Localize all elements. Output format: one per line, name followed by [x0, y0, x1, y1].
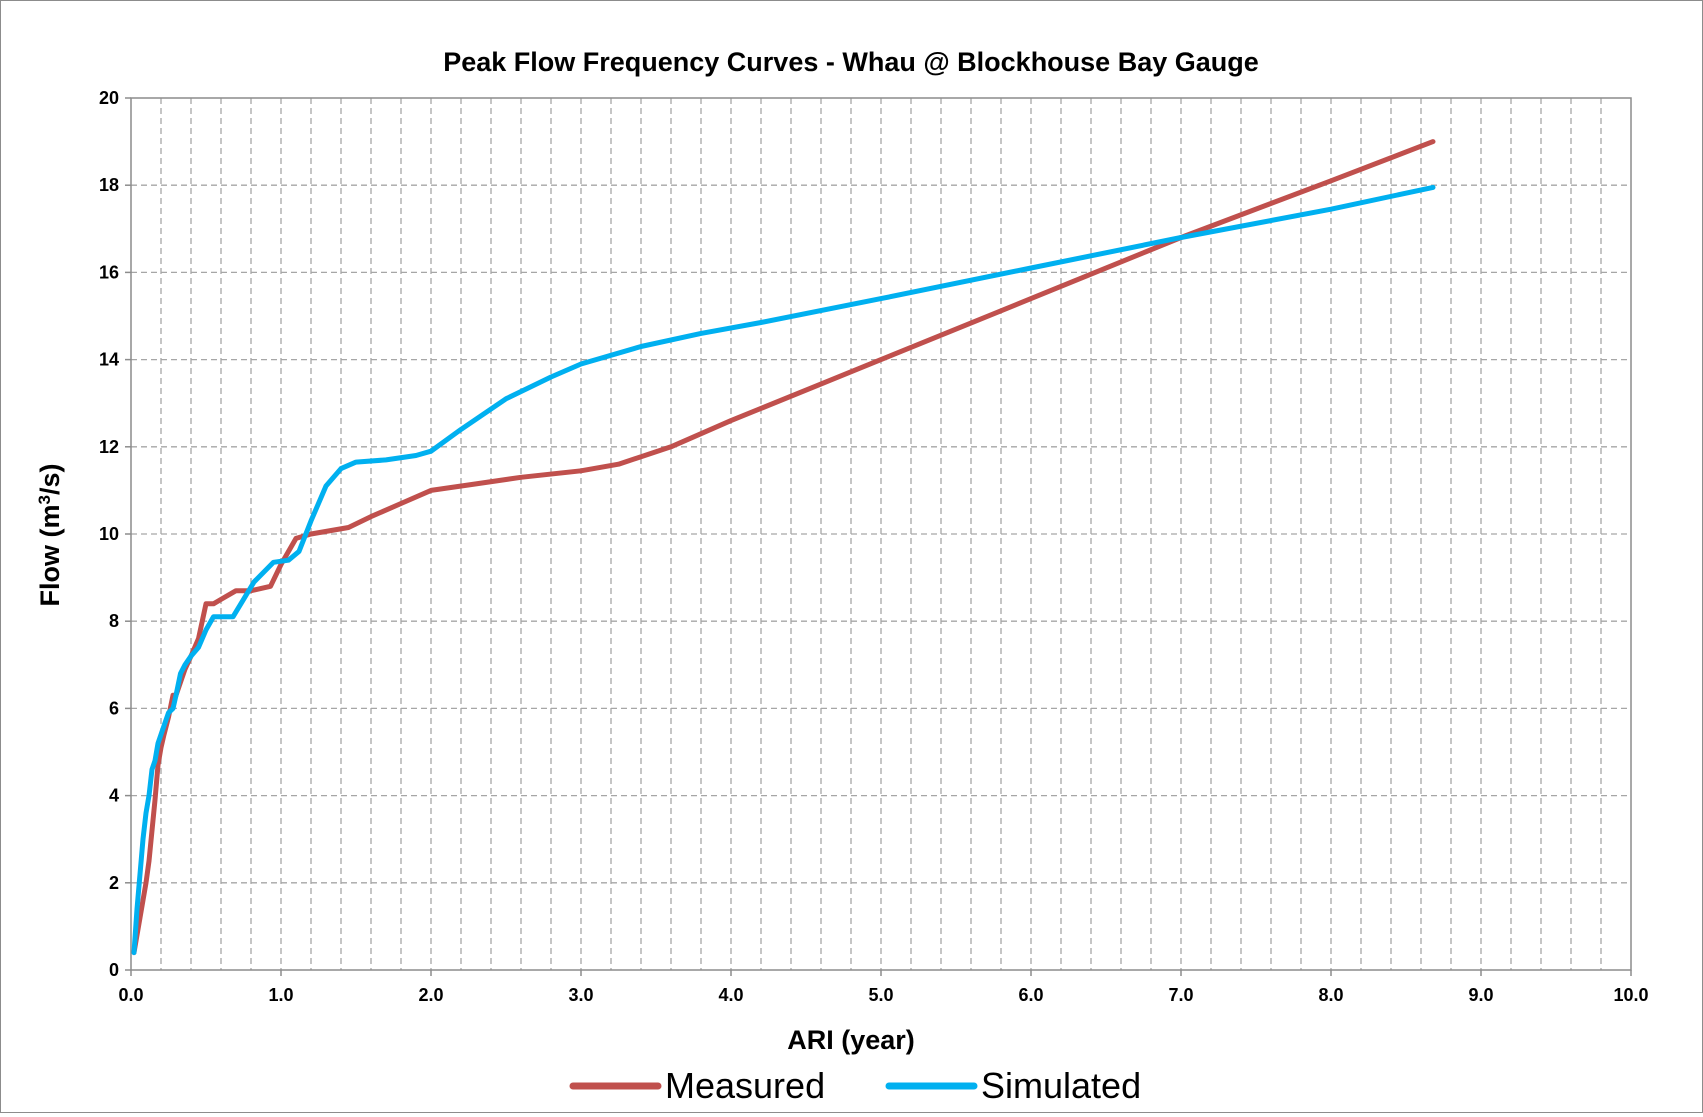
x-tick-label: 8.0 [1318, 985, 1343, 1005]
y-tick-label: 4 [109, 786, 119, 806]
series-line-measured [131, 139, 1436, 956]
y-axis-label-superscript: 3 [35, 495, 54, 504]
y-axis-label: Flow (m3/s) [35, 464, 66, 607]
tick-marks [125, 97, 1632, 976]
x-tick-label: 3.0 [568, 985, 593, 1005]
legend-label-measured: Measured [665, 1065, 825, 1106]
x-tick-label: 1.0 [268, 985, 293, 1005]
y-tick-label: 6 [109, 698, 119, 718]
y-axis-label-tail: /s) [35, 464, 65, 496]
x-tick-label: 10.0 [1613, 985, 1648, 1005]
y-tick-label: 16 [99, 262, 119, 282]
y-tick-label: 12 [99, 437, 119, 457]
y-tick-label: 14 [99, 350, 119, 370]
x-tick-labels: 0.0 1.0 2.0 3.0 4.0 5.0 6.0 7.0 8.0 9.0 10.0 [118, 985, 1648, 1005]
y-tick-label: 18 [99, 175, 119, 195]
x-tick-label: 6.0 [1018, 985, 1043, 1005]
chart-title: Peak Flow Frequency Curves - Whau @ Bloc… [443, 47, 1259, 77]
y-tick-label: 8 [109, 611, 119, 631]
y-tick-label: 10 [99, 524, 119, 544]
x-tick-label: 7.0 [1168, 985, 1193, 1005]
x-tick-label: 0.0 [118, 985, 143, 1005]
legend-label-simulated: Simulated [981, 1065, 1141, 1106]
x-tick-label: 5.0 [868, 985, 893, 1005]
x-tick-label: 2.0 [418, 985, 443, 1005]
series-line-simulated [131, 184, 1436, 956]
grid-lines [131, 98, 1631, 970]
y-tick-label: 20 [99, 88, 119, 108]
y-axis-label-main: Flow (m [35, 504, 65, 606]
x-tick-label: 9.0 [1468, 985, 1493, 1005]
x-axis-label: ARI (year) [787, 1025, 915, 1055]
y-tick-labels: 0 2 4 6 8 10 12 14 16 18 20 [99, 88, 119, 980]
y-tick-label: 2 [109, 873, 119, 893]
y-tick-label: 0 [109, 960, 119, 980]
x-tick-label: 4.0 [718, 985, 743, 1005]
legend: Measured Simulated [569, 1065, 1141, 1106]
series-layer [131, 139, 1436, 956]
